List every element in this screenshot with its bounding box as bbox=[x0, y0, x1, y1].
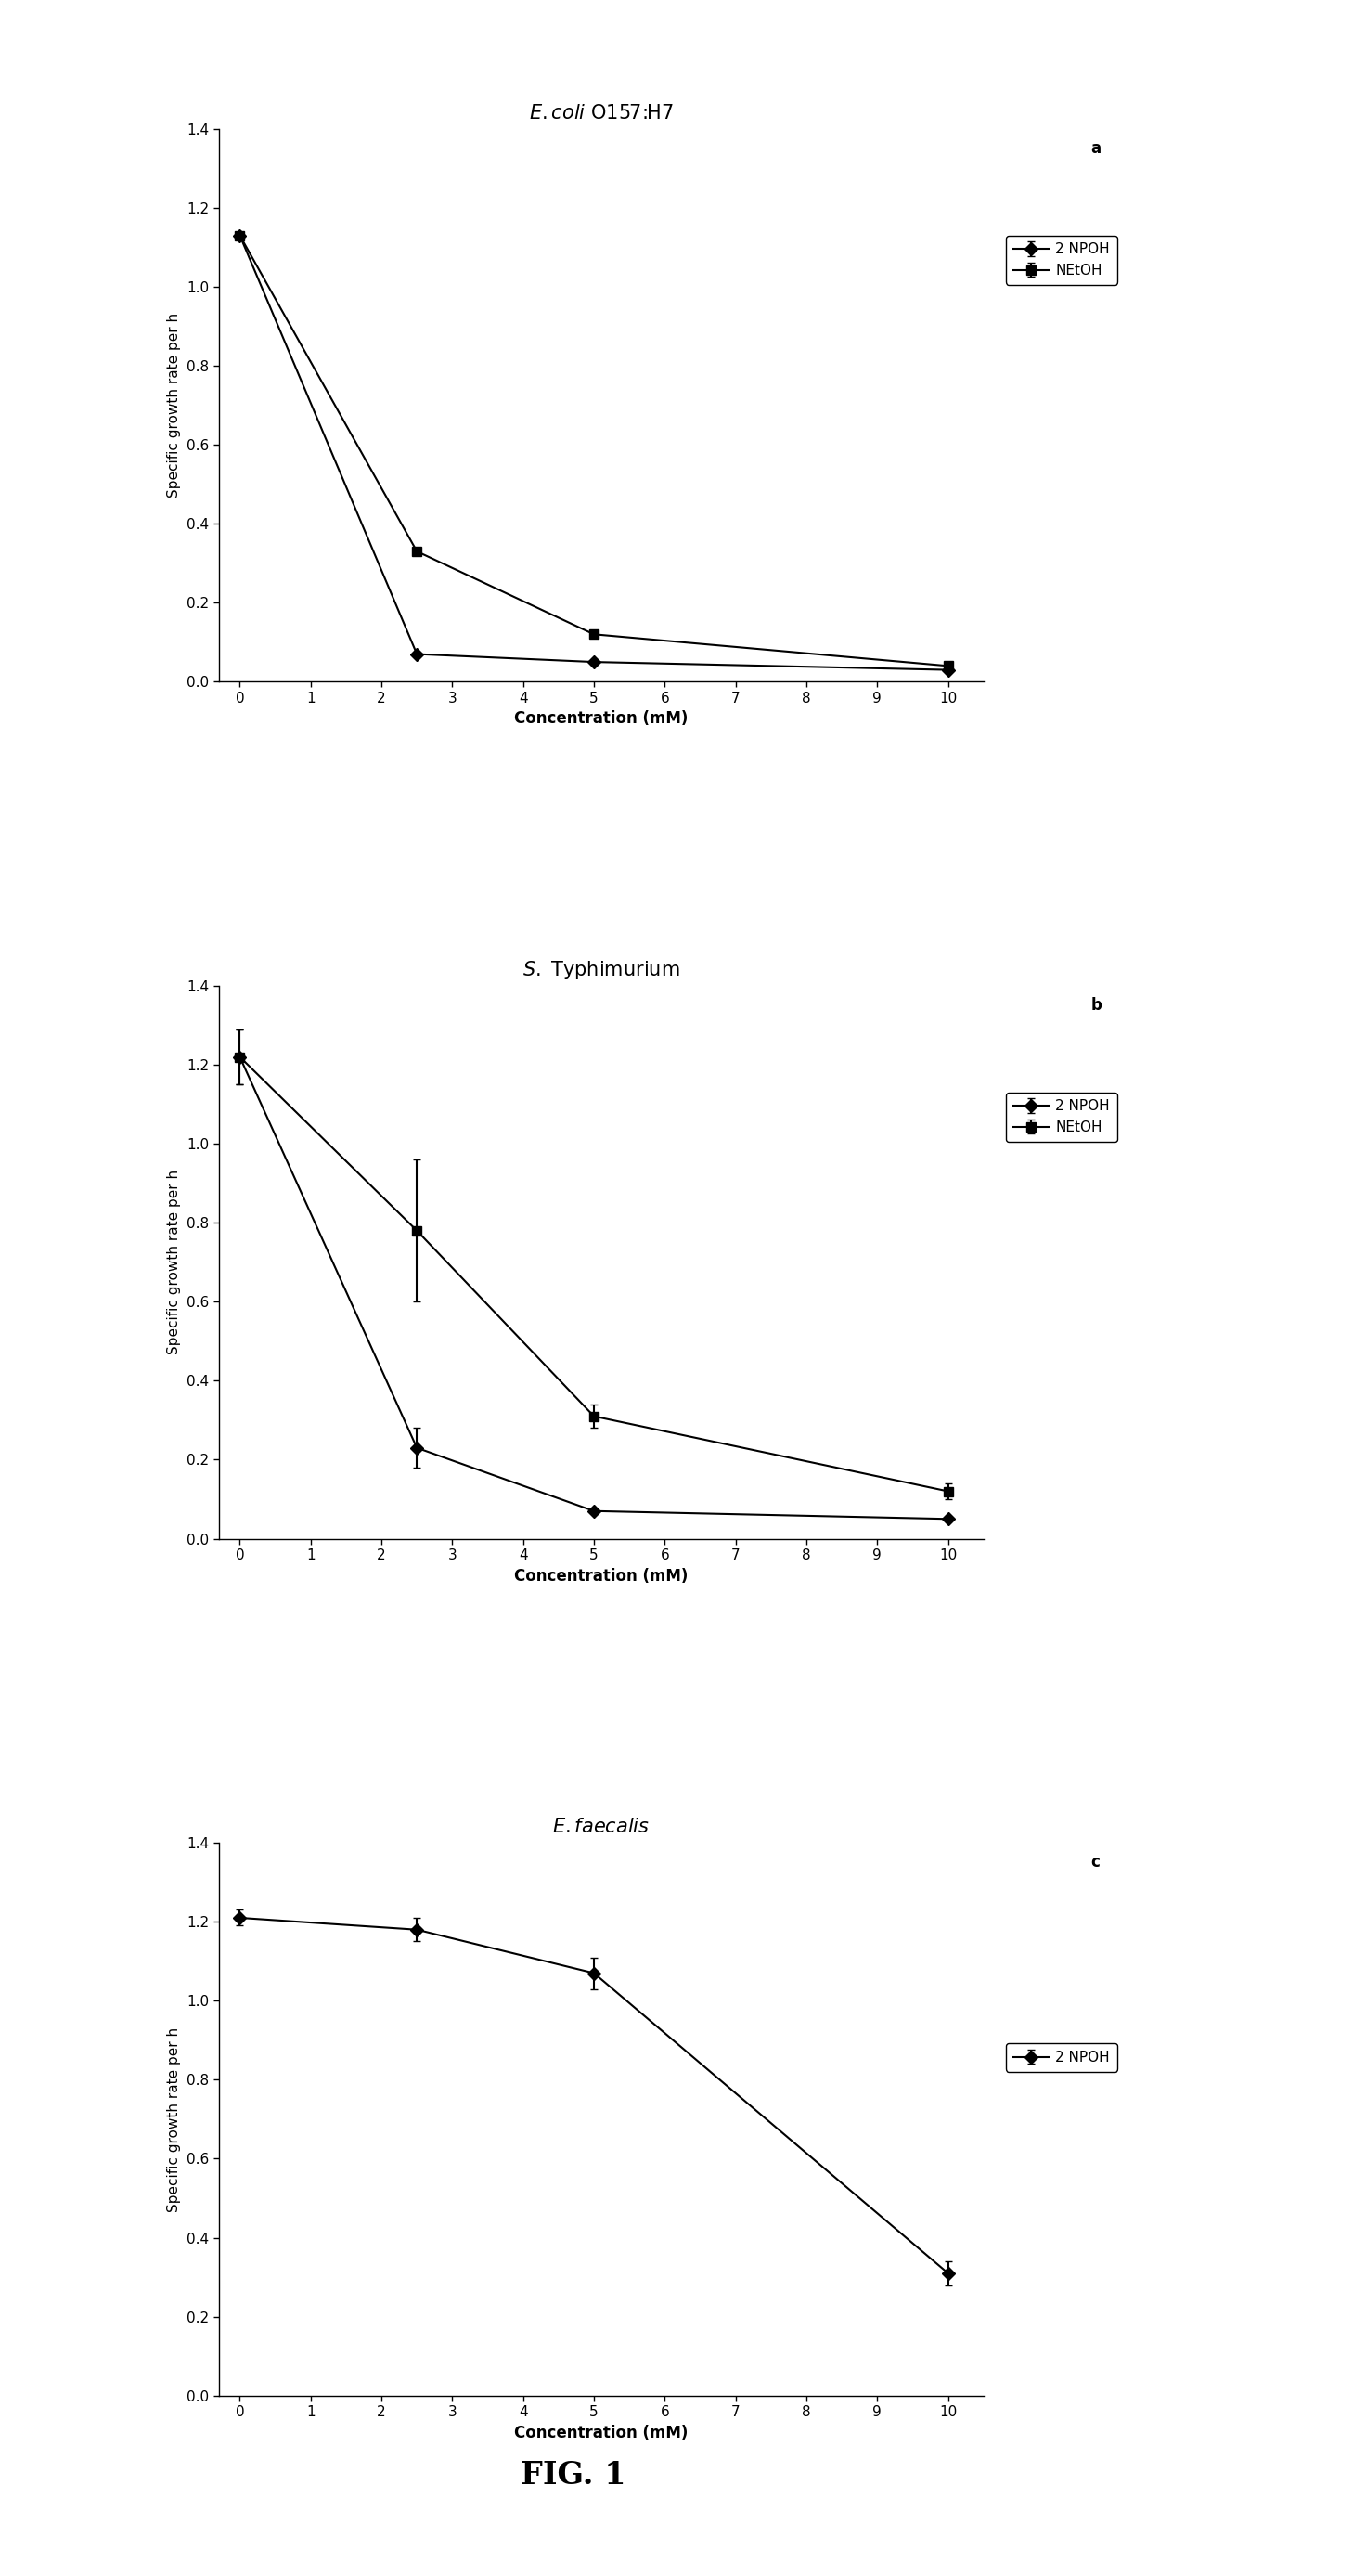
Y-axis label: Specific growth rate per h: Specific growth rate per h bbox=[167, 312, 182, 497]
Text: FIG. 1: FIG. 1 bbox=[520, 2460, 627, 2491]
Legend: 2 NPOH, NEtOH: 2 NPOH, NEtOH bbox=[1005, 1092, 1117, 1141]
Title: $\it{E. coli}$ O157:H7: $\it{E. coli}$ O157:H7 bbox=[529, 103, 673, 121]
Title: $\it{E. faecalis}$: $\it{E. faecalis}$ bbox=[552, 1819, 650, 1837]
X-axis label: Concentration (mM): Concentration (mM) bbox=[514, 1566, 688, 1584]
Legend: 2 NPOH: 2 NPOH bbox=[1005, 2043, 1117, 2071]
Text: a: a bbox=[1090, 139, 1101, 157]
X-axis label: Concentration (mM): Concentration (mM) bbox=[514, 2424, 688, 2442]
Y-axis label: Specific growth rate per h: Specific growth rate per h bbox=[167, 2027, 182, 2213]
Text: b: b bbox=[1090, 997, 1101, 1012]
X-axis label: Concentration (mM): Concentration (mM) bbox=[514, 711, 688, 726]
Legend: 2 NPOH, NEtOH: 2 NPOH, NEtOH bbox=[1005, 234, 1117, 283]
Title: $\it{S.}$ Typhimurium: $\it{S.}$ Typhimurium bbox=[522, 958, 680, 981]
Text: c: c bbox=[1090, 1855, 1100, 1870]
Y-axis label: Specific growth rate per h: Specific growth rate per h bbox=[167, 1170, 182, 1355]
